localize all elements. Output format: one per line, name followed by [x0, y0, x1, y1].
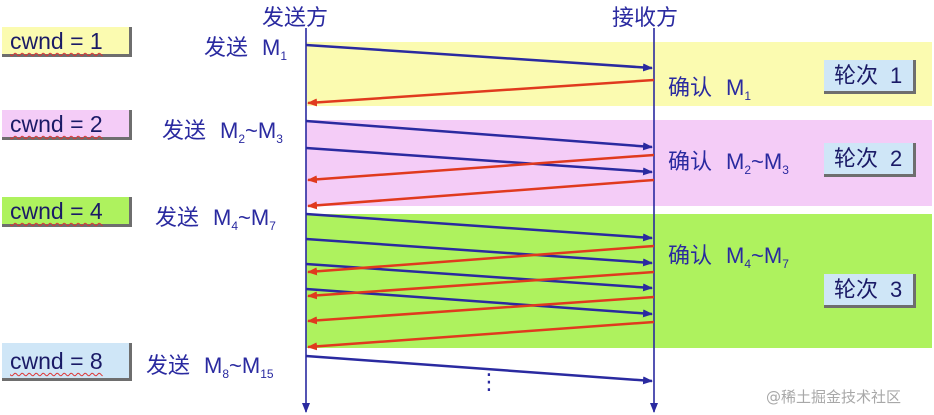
ack-msg-start-index: 4 — [744, 257, 752, 271]
send-arrow-8 — [305, 354, 653, 385]
round-number: 1 — [890, 63, 903, 88]
send-label-4: 发送 M8~M15 — [146, 348, 274, 381]
send-msg-end-index: 7 — [269, 219, 276, 233]
ack-verb: 确认 — [668, 244, 713, 269]
ack-range-tilde: ~ — [751, 149, 764, 174]
ack-arrow-7 — [307, 320, 655, 351]
send-range-tilde: ~ — [229, 353, 242, 378]
ack-msg-start-index: 1 — [744, 89, 752, 103]
cwnd-box-1: cwnd = 1 — [2, 27, 132, 57]
round-word: 轮次 — [834, 278, 879, 303]
ack-verb: 确认 — [668, 76, 713, 101]
send-verb: 发送 — [162, 119, 207, 144]
send-msg-start-index: 1 — [280, 49, 288, 63]
send-range-tilde: ~ — [238, 205, 251, 230]
round-box-3: 轮次 3 — [824, 274, 916, 308]
cwnd-label-4: cwnd = 8 — [10, 348, 103, 374]
ack-arrow-1 — [307, 78, 655, 107]
ack-msg-end-index: 3 — [782, 163, 789, 177]
send-arrow-1 — [305, 43, 653, 72]
ack-arrow-4 — [307, 244, 655, 276]
send-arrow-2 — [305, 119, 653, 151]
send-label-2: 发送 M2~M3 — [162, 113, 283, 146]
round-box-1: 轮次 1 — [824, 60, 916, 94]
sender-header: 发送方 — [262, 6, 329, 31]
ack-label-1: 确认 M1 — [668, 70, 751, 103]
ack-label-3: 确认 M4~M7 — [668, 238, 789, 271]
round-box-2: 轮次 2 — [824, 143, 916, 177]
send-msg-end-index: 15 — [260, 367, 274, 381]
send-msg-end: M — [241, 353, 261, 378]
round-number: 3 — [890, 277, 903, 302]
cwnd-label-1: cwnd = 1 — [10, 28, 103, 54]
send-msg-start-index: 4 — [231, 219, 239, 233]
ack-msg-start: M — [726, 75, 745, 100]
send-msg-start: M — [213, 205, 232, 230]
round-number: 2 — [890, 146, 903, 171]
ack-msg-start-index: 2 — [744, 163, 752, 177]
ack-arrow-5 — [307, 270, 655, 300]
ack-arrow-3 — [307, 178, 655, 210]
send-range-tilde: ~ — [245, 118, 258, 143]
ack-range-tilde: ~ — [751, 243, 764, 268]
send-msg-start: M — [204, 353, 223, 378]
receiver-header: 接收方 — [612, 6, 679, 31]
watermark: @稀土掘金技术社区 — [766, 388, 902, 406]
round-word: 轮次 — [834, 64, 879, 89]
cwnd-box-2: cwnd = 2 — [2, 110, 132, 140]
send-msg-start-index: 8 — [222, 367, 230, 381]
round-word: 轮次 — [834, 147, 879, 172]
send-msg-end: M — [257, 118, 277, 143]
ack-arrow-2 — [307, 153, 655, 184]
send-verb: 发送 — [146, 354, 191, 379]
ack-msg-end-index: 7 — [782, 257, 789, 271]
cwnd-box-4: cwnd = 8 — [2, 343, 132, 381]
send-msg-start: M — [220, 118, 239, 143]
ack-msg-end: M — [763, 243, 783, 268]
cwnd-label-3: cwnd = 4 — [10, 198, 103, 224]
send-label-1: 发送 M1 — [204, 30, 287, 63]
ack-msg-start: M — [726, 243, 745, 268]
cwnd-box-3: cwnd = 4 — [2, 197, 132, 227]
ack-arrow-6 — [307, 295, 655, 325]
send-arrow-3 — [305, 146, 653, 176]
send-verb: 发送 — [204, 36, 249, 61]
ack-msg-end: M — [763, 149, 783, 174]
cwnd-label-2: cwnd = 2 — [10, 111, 103, 137]
ack-label-2: 确认 M2~M3 — [668, 144, 789, 177]
send-msg-end-index: 3 — [276, 132, 283, 146]
send-verb: 发送 — [155, 206, 200, 231]
send-arrow-4 — [305, 212, 653, 242]
send-label-3: 发送 M4~M7 — [155, 200, 276, 233]
send-arrow-5 — [305, 237, 653, 267]
send-msg-end: M — [250, 205, 270, 230]
continuation-ellipsis: ⋮ — [478, 370, 500, 395]
ack-msg-start: M — [726, 149, 745, 174]
ack-verb: 确认 — [668, 150, 713, 175]
send-msg-start-index: 2 — [238, 132, 246, 146]
send-msg-start: M — [262, 35, 281, 60]
